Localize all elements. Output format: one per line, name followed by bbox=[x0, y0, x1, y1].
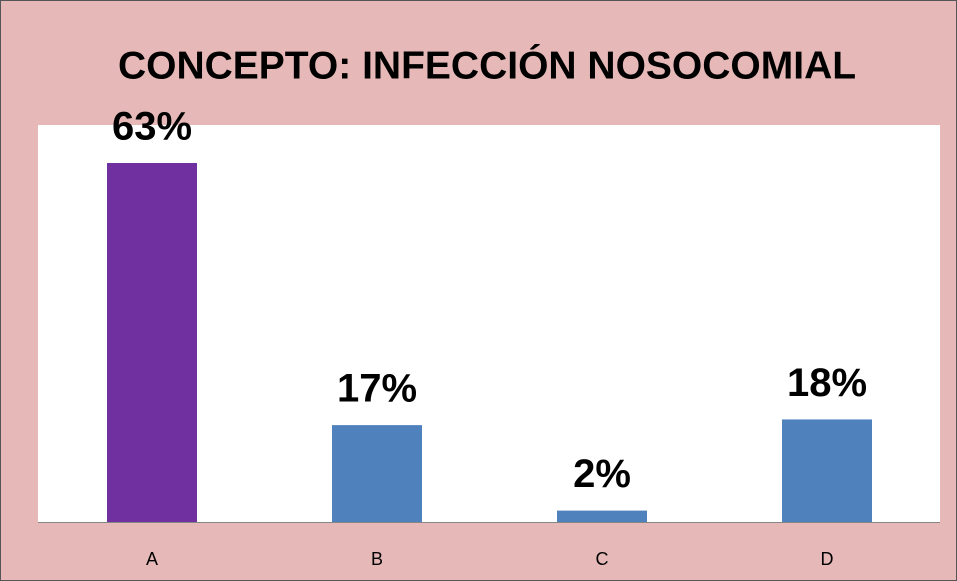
data-label: 18% bbox=[787, 361, 867, 405]
bar bbox=[782, 419, 872, 522]
x-tick-label: D bbox=[821, 549, 834, 569]
bar bbox=[332, 425, 422, 522]
x-tick-label: C bbox=[596, 549, 609, 569]
data-label: 2% bbox=[573, 452, 631, 496]
bar bbox=[107, 163, 197, 522]
x-tick-label: A bbox=[146, 549, 158, 569]
data-label: 63% bbox=[112, 105, 192, 149]
x-tick-label: B bbox=[371, 549, 383, 569]
chart-title: CONCEPTO: INFECCIÓN NOSOCOMIAL bbox=[118, 43, 856, 87]
bar bbox=[557, 510, 647, 522]
data-label: 17% bbox=[337, 367, 417, 411]
